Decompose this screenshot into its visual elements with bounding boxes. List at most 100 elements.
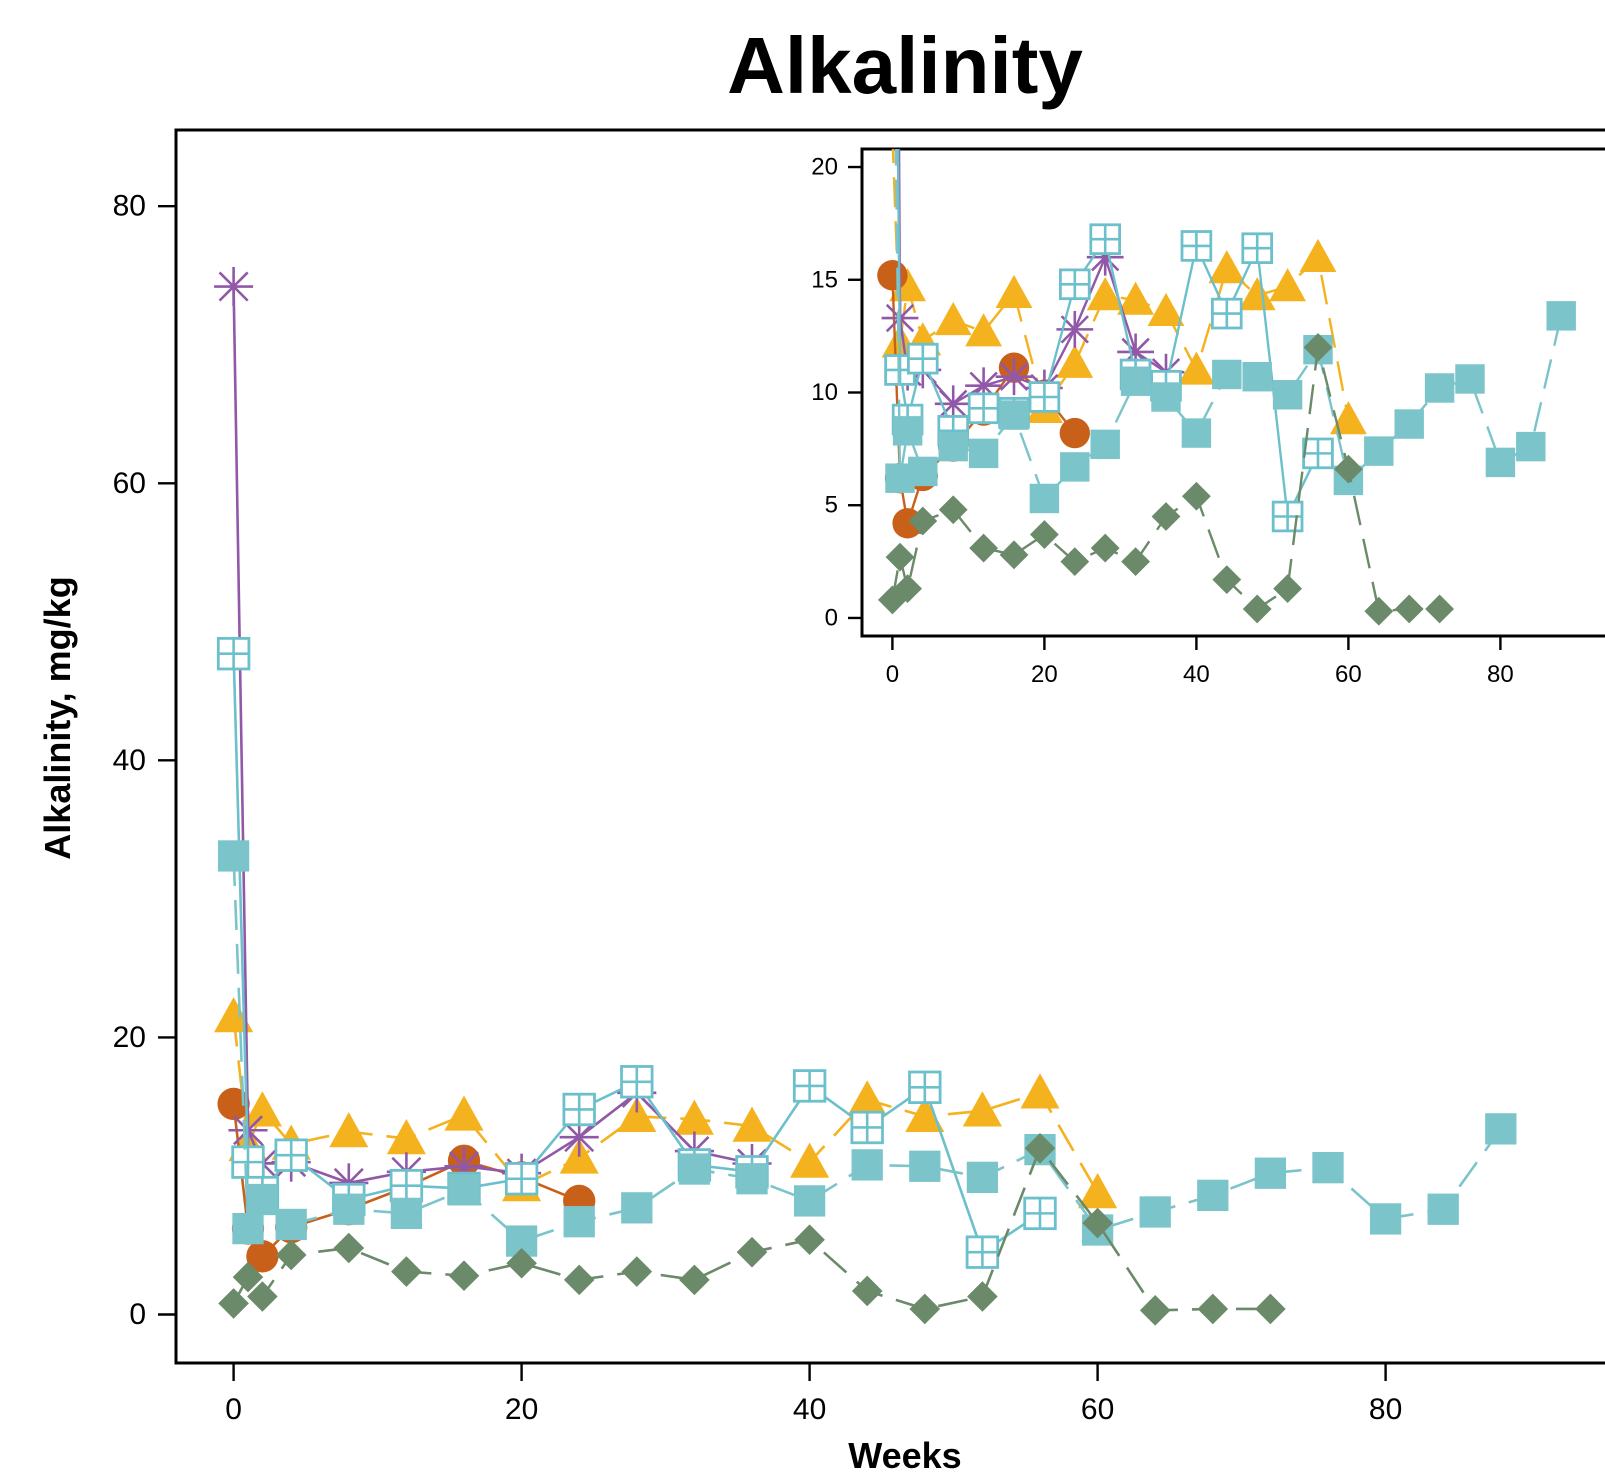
inset-series-4-point (1211, 297, 1243, 330)
main-series-1-point (674, 1099, 714, 1135)
inset-x-tick-label: 40 (1183, 661, 1210, 688)
inset-series-1-point (1330, 401, 1367, 435)
inset-series-6-point (1425, 594, 1454, 624)
main-series-5-point (736, 1163, 768, 1195)
main-x-tick-label: 0 (225, 1393, 242, 1426)
main-series-1-point (847, 1080, 887, 1116)
main-y-tick-label: 80 (113, 190, 146, 223)
inset-series-6-point (1303, 333, 1333, 362)
inset-series-5-point (892, 416, 923, 446)
inset-series-1-point (1238, 277, 1276, 311)
inset-series-5-point (1485, 447, 1516, 478)
main-series-5-point (678, 1153, 711, 1185)
main-series-5-point (1197, 1179, 1229, 1212)
main-series-5-point (390, 1197, 423, 1230)
main-series-6-point (1139, 1295, 1171, 1326)
inset-series-4-point (1059, 268, 1091, 301)
inset-series-6-point (1364, 596, 1394, 626)
main-series-6-point (563, 1264, 595, 1296)
main-series-5-point (1254, 1157, 1287, 1189)
main-series-1-point (905, 1096, 945, 1133)
x-axis-title: Weeks (848, 1435, 961, 1476)
main-series-4-point (850, 1110, 884, 1145)
main-series-5-point (1312, 1152, 1344, 1184)
main-series-6-point (679, 1264, 710, 1296)
main-x-tick-label: 40 (793, 1393, 826, 1426)
inset-series-5-point (938, 431, 968, 462)
inset-series-5-point (1242, 361, 1272, 392)
main-series-6-point (232, 1261, 264, 1293)
inset-series-4-point (1089, 223, 1122, 255)
main-series-6-point (621, 1256, 653, 1287)
inset-y-tick-label: 0 (825, 604, 838, 631)
main-series-1-point (790, 1142, 830, 1178)
main-series-4-point (504, 1162, 539, 1196)
inset-series-6-point (1273, 574, 1302, 604)
main-series-1-point (444, 1095, 484, 1131)
inset-series-5-point (1455, 364, 1485, 394)
inset-series-5-point (999, 400, 1029, 430)
inset-series-6-point (885, 542, 915, 572)
inset-series-4-point (907, 342, 939, 375)
inset-series-6-point (1151, 502, 1181, 531)
main-series-5-point (448, 1174, 480, 1206)
inset-series-2-point (877, 260, 908, 291)
inset-series-1-point (995, 274, 1033, 309)
main-series-6-point (448, 1260, 480, 1292)
inset-x-tick-label: 60 (1335, 661, 1362, 688)
main-series-6-point (1197, 1293, 1229, 1325)
main-series-4-point (620, 1065, 654, 1099)
main-series-5-point (1485, 1113, 1517, 1145)
main-series-5-point (232, 1212, 264, 1245)
inset-series-5-point (968, 438, 999, 469)
inset-series-1-point (1086, 277, 1124, 311)
main-series-5-line (232, 855, 1502, 1243)
main-series-6-point (218, 1288, 249, 1319)
inset-series-5-point (1090, 429, 1120, 460)
main-series-5-point (563, 1206, 595, 1238)
inset-series-1-point (1056, 344, 1094, 378)
inset-series-5-point (908, 456, 938, 487)
main-series-5-point (217, 840, 250, 872)
inset-series-5-point (1546, 301, 1576, 331)
inset-x-tick-label: 20 (1031, 661, 1058, 688)
inset-series-1-point (1208, 250, 1246, 284)
inset-series-5-point (1212, 359, 1242, 390)
main-series-1-point (962, 1091, 1002, 1127)
main-series-2-point (246, 1240, 279, 1273)
main-series-5-point (1427, 1193, 1459, 1225)
inset-series-6-point (1334, 454, 1363, 484)
inset-series-4-point (1180, 230, 1213, 262)
main-series-4-point (908, 1070, 942, 1105)
main-series-4-point (965, 1235, 1000, 1269)
inset-series-6-point (1121, 547, 1150, 576)
inset-series-1-point (965, 313, 1002, 347)
inset-y-tick-label: 15 (811, 266, 838, 293)
main-series-5-point (333, 1193, 365, 1225)
main-series-5-point (851, 1149, 883, 1181)
main-series-1-point (1078, 1173, 1118, 1209)
inset-series-4-point (1302, 437, 1334, 470)
main-series-6-point (967, 1281, 998, 1312)
main-y-tick-label: 60 (113, 467, 146, 500)
main-series-5-point (909, 1150, 941, 1182)
main-series-5-point (966, 1161, 999, 1193)
inset-series-1-point (934, 301, 972, 336)
inset-series-5-point (1516, 431, 1546, 462)
main-series-4-point (792, 1069, 827, 1103)
inset-series-5-point (1424, 373, 1455, 403)
main-series-4-point (562, 1092, 596, 1127)
inset-panel: 0 20 40 60 80 0 5 10 15 20 (811, 147, 1605, 688)
chart-title: Alkalinity (727, 21, 1083, 110)
main-series-4-point (1023, 1196, 1057, 1231)
main-series-1-point (732, 1106, 772, 1142)
main-series-3-line (232, 286, 753, 1185)
main-series-4-point (274, 1138, 308, 1172)
main-series-5-point (246, 1183, 279, 1216)
inset-y-tick-label: 10 (811, 379, 838, 406)
main-x-tick-label: 20 (505, 1393, 538, 1426)
inset-series-5-point (1272, 380, 1303, 410)
inset-series-2-point (1059, 417, 1091, 449)
main-series-6-point (391, 1256, 422, 1287)
main-y-tick-label: 20 (113, 1021, 146, 1054)
